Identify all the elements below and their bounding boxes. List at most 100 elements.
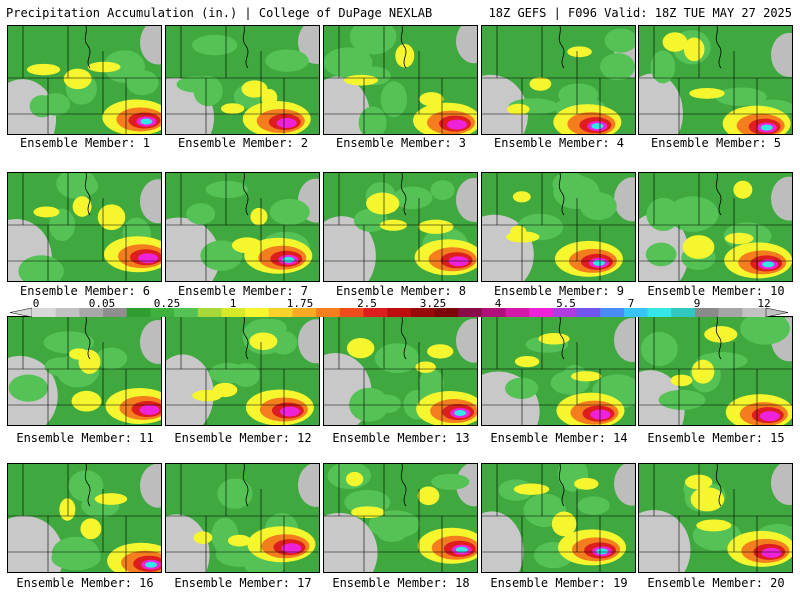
ensemble-panel-5 — [638, 25, 793, 135]
ensemble-member-label: Ensemble Member: 11 — [16, 431, 154, 445]
ensemble-member-label: Ensemble Member: 16 — [16, 576, 154, 590]
moderate-precip-area — [724, 232, 754, 245]
ensemble-member-label: Ensemble Member: 3 — [335, 136, 467, 150]
colorbar-tick-label: 12 — [757, 297, 771, 310]
light-precip-area — [715, 87, 767, 107]
light-precip-area — [231, 363, 260, 387]
moderate-precip-area — [193, 531, 213, 544]
moderate-precip-area — [220, 103, 245, 114]
precip-map — [324, 173, 477, 281]
dry-area — [639, 73, 683, 134]
colorbar-swatch — [410, 308, 435, 317]
light-precip-area — [200, 240, 243, 271]
moderate-precip-area — [395, 44, 415, 68]
colorbar-swatch — [552, 308, 577, 317]
light-precip-area — [353, 208, 388, 232]
river-line — [242, 464, 249, 507]
river-line — [400, 26, 407, 69]
moderate-precip-area — [417, 486, 440, 506]
moderate-precip-area — [733, 180, 753, 199]
colorbar-swatch — [221, 308, 246, 317]
extreme-precip-area — [447, 119, 468, 130]
river-line — [242, 173, 249, 216]
extreme-precip-area — [137, 253, 158, 264]
colorbar-swatch — [671, 308, 696, 317]
moderate-precip-area — [689, 87, 725, 99]
light-precip-area — [604, 28, 635, 53]
extreme-precip-area — [279, 406, 300, 417]
precip-map — [8, 173, 161, 281]
precip-map — [482, 26, 635, 134]
moderate-precip-area — [538, 333, 570, 345]
precip-map — [482, 464, 635, 572]
colorbar-swatch — [55, 308, 80, 317]
light-precip-area — [205, 180, 249, 199]
light-precip-area — [324, 47, 373, 78]
moderate-precip-area — [683, 37, 705, 62]
extreme-precip-area — [590, 409, 611, 420]
colorbar-tick-label: 0.05 — [88, 297, 116, 310]
ensemble-member-label: Ensemble Member: 1 — [19, 136, 151, 150]
colorbar-swatch — [79, 308, 104, 317]
river-line — [84, 173, 91, 216]
dry-area — [298, 464, 319, 507]
moderate-precip-area — [513, 483, 550, 495]
ensemble-panel-6 — [7, 172, 162, 282]
precip-map — [639, 26, 792, 134]
river-line — [715, 317, 722, 360]
river-line — [84, 317, 91, 360]
light-precip-area — [191, 34, 238, 56]
dry-area — [166, 354, 214, 425]
ensemble-member-label: Ensemble Member: 12 — [174, 431, 312, 445]
light-precip-area — [419, 368, 444, 398]
ensemble-panel-8 — [323, 172, 478, 282]
light-precip-area — [269, 198, 310, 225]
precip-map — [8, 317, 161, 425]
precip-map — [166, 26, 319, 134]
light-precip-area — [126, 70, 159, 96]
dry-area — [771, 32, 792, 77]
river-line — [400, 317, 407, 360]
colorbar-swatch — [600, 308, 625, 317]
extreme-precip-area — [761, 547, 782, 558]
river-line — [558, 317, 565, 360]
ensemble-member-label: Ensemble Member: 15 — [647, 431, 785, 445]
ensemble-panel-15 — [638, 316, 793, 426]
river-line — [84, 26, 91, 69]
colorbar-tick-label: 2.5 — [357, 297, 377, 310]
light-precip-area — [577, 496, 610, 515]
colorbar-swatch — [481, 308, 506, 317]
light-precip-area — [430, 180, 455, 201]
dry-area — [324, 216, 376, 281]
dry-area — [639, 509, 691, 572]
colorbar-tick-label: 4 — [494, 297, 502, 310]
precip-map — [166, 464, 319, 572]
colorbar-swatch — [434, 308, 459, 317]
extreme-precip-area — [281, 543, 302, 554]
moderate-precip-area — [346, 471, 364, 487]
light-precip-area — [505, 377, 539, 399]
moderate-precip-area — [94, 493, 128, 505]
max-precip-area — [760, 124, 773, 131]
extreme-precip-area — [759, 411, 780, 422]
moderate-precip-area — [212, 382, 238, 398]
moderate-precip-area — [26, 63, 61, 76]
colorbar-swatch — [126, 308, 151, 317]
dry-area — [456, 26, 477, 64]
colorbar-tick-label: 1.75 — [286, 297, 314, 310]
ensemble-member-label: Ensemble Member: 18 — [332, 576, 470, 590]
colorbar-tick-label: 0 — [32, 297, 40, 310]
ensemble-member-label: Ensemble Member: 9 — [493, 284, 625, 298]
colorbar-swatch — [32, 308, 56, 317]
moderate-precip-area — [63, 68, 92, 90]
precip-map — [482, 317, 635, 425]
river-line — [558, 26, 565, 69]
ensemble-member-label: Ensemble Member: 14 — [490, 431, 628, 445]
colorbar-tick-label: 3.25 — [419, 297, 447, 310]
ensemble-panel-3 — [323, 25, 478, 135]
precip-map — [8, 26, 161, 134]
ensemble-member-label: Ensemble Member: 10 — [647, 284, 785, 298]
moderate-precip-area — [344, 74, 379, 86]
dry-area — [8, 515, 64, 572]
precip-map — [639, 464, 792, 572]
